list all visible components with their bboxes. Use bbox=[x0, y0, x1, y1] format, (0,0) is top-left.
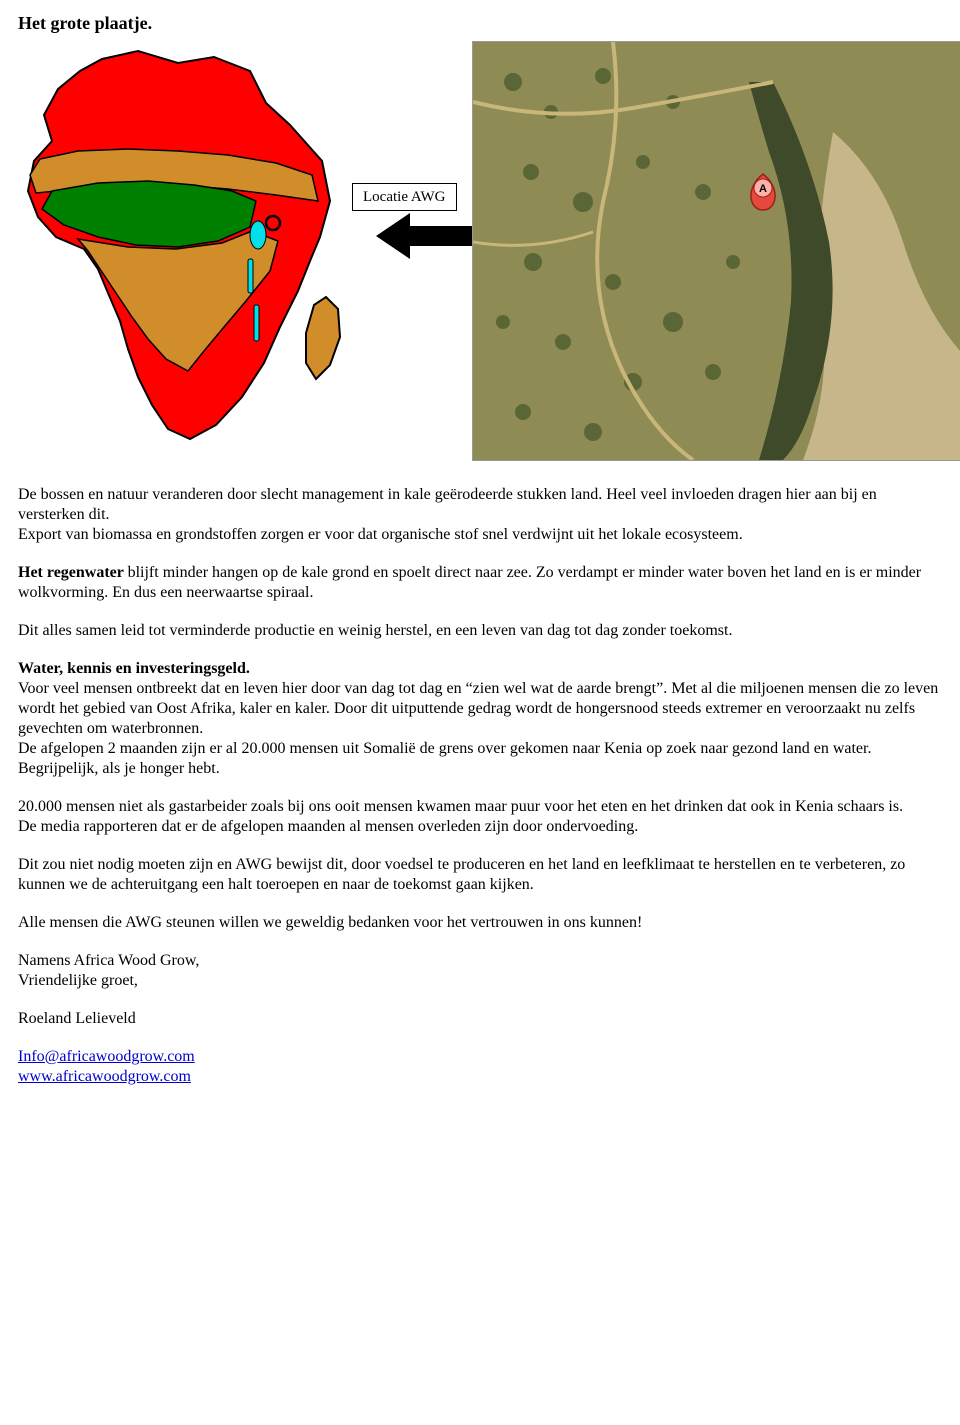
paragraph-5: Water, kennis en investeringsgeld. Voor … bbox=[18, 659, 942, 779]
sig-line-2: Vriendelijke groet, bbox=[18, 972, 138, 989]
signature-name: Roeland Lelieveld bbox=[18, 1009, 942, 1029]
p3-rest: blijft minder hangen op de kale grond en… bbox=[18, 564, 921, 601]
p3-bold: Het regenwater bbox=[18, 564, 128, 581]
location-label: Locatie AWG bbox=[352, 183, 457, 212]
email-link[interactable]: Info@africawoodgrow.com bbox=[18, 1048, 195, 1065]
p1-text: De bossen en natuur veranderen door slec… bbox=[18, 486, 877, 523]
p5b-text: Voor veel mensen ontbreekt dat en leven … bbox=[18, 680, 938, 737]
paragraph-8: Alle mensen die AWG steunen willen we ge… bbox=[18, 913, 942, 933]
map-pin-letter: A bbox=[759, 183, 767, 195]
p5c-text: De afgelopen 2 maanden zijn er al 20.000… bbox=[18, 740, 871, 757]
arrow-icon bbox=[376, 211, 472, 261]
p5d-text: Begrijpelijk, als je honger hebt. bbox=[18, 760, 220, 777]
p6a-text: 20.000 mensen niet als gastarbeider zoal… bbox=[18, 798, 903, 815]
p5-bold: Water, kennis en investeringsgeld. bbox=[18, 660, 250, 677]
africa-map bbox=[18, 41, 370, 455]
map-madagascar bbox=[306, 297, 340, 379]
paragraph-6: 20.000 mensen niet als gastarbeider zoal… bbox=[18, 797, 942, 837]
contact-links: Info@africawoodgrow.com www.africawoodgr… bbox=[18, 1047, 942, 1087]
p6b-text: De media rapporteren dat er de afgelopen… bbox=[18, 818, 638, 835]
signature-block: Namens Africa Wood Grow, Vriendelijke gr… bbox=[18, 951, 942, 991]
page-title: Het grote plaatje. bbox=[18, 12, 942, 35]
figure-row: Locatie AWG bbox=[18, 41, 942, 461]
africa-map-svg bbox=[18, 41, 370, 455]
p2-text: Export van biomassa en grondstoffen zorg… bbox=[18, 526, 743, 543]
paragraph-regenwater: Het regenwater blijft minder hangen op d… bbox=[18, 563, 942, 603]
map-lake-2 bbox=[248, 259, 253, 293]
map-lake-3 bbox=[254, 305, 259, 341]
satellite-svg: A bbox=[473, 42, 960, 460]
satellite-image: A bbox=[472, 41, 960, 461]
paragraph-4: Dit alles samen leid tot verminderde pro… bbox=[18, 621, 942, 641]
paragraph-7: Dit zou niet nodig moeten zijn en AWG be… bbox=[18, 855, 942, 895]
paragraph-intro: De bossen en natuur veranderen door slec… bbox=[18, 485, 942, 545]
map-lake-1 bbox=[250, 221, 266, 249]
sig-line-1: Namens Africa Wood Grow, bbox=[18, 952, 199, 969]
website-link[interactable]: www.africawoodgrow.com bbox=[18, 1068, 191, 1085]
